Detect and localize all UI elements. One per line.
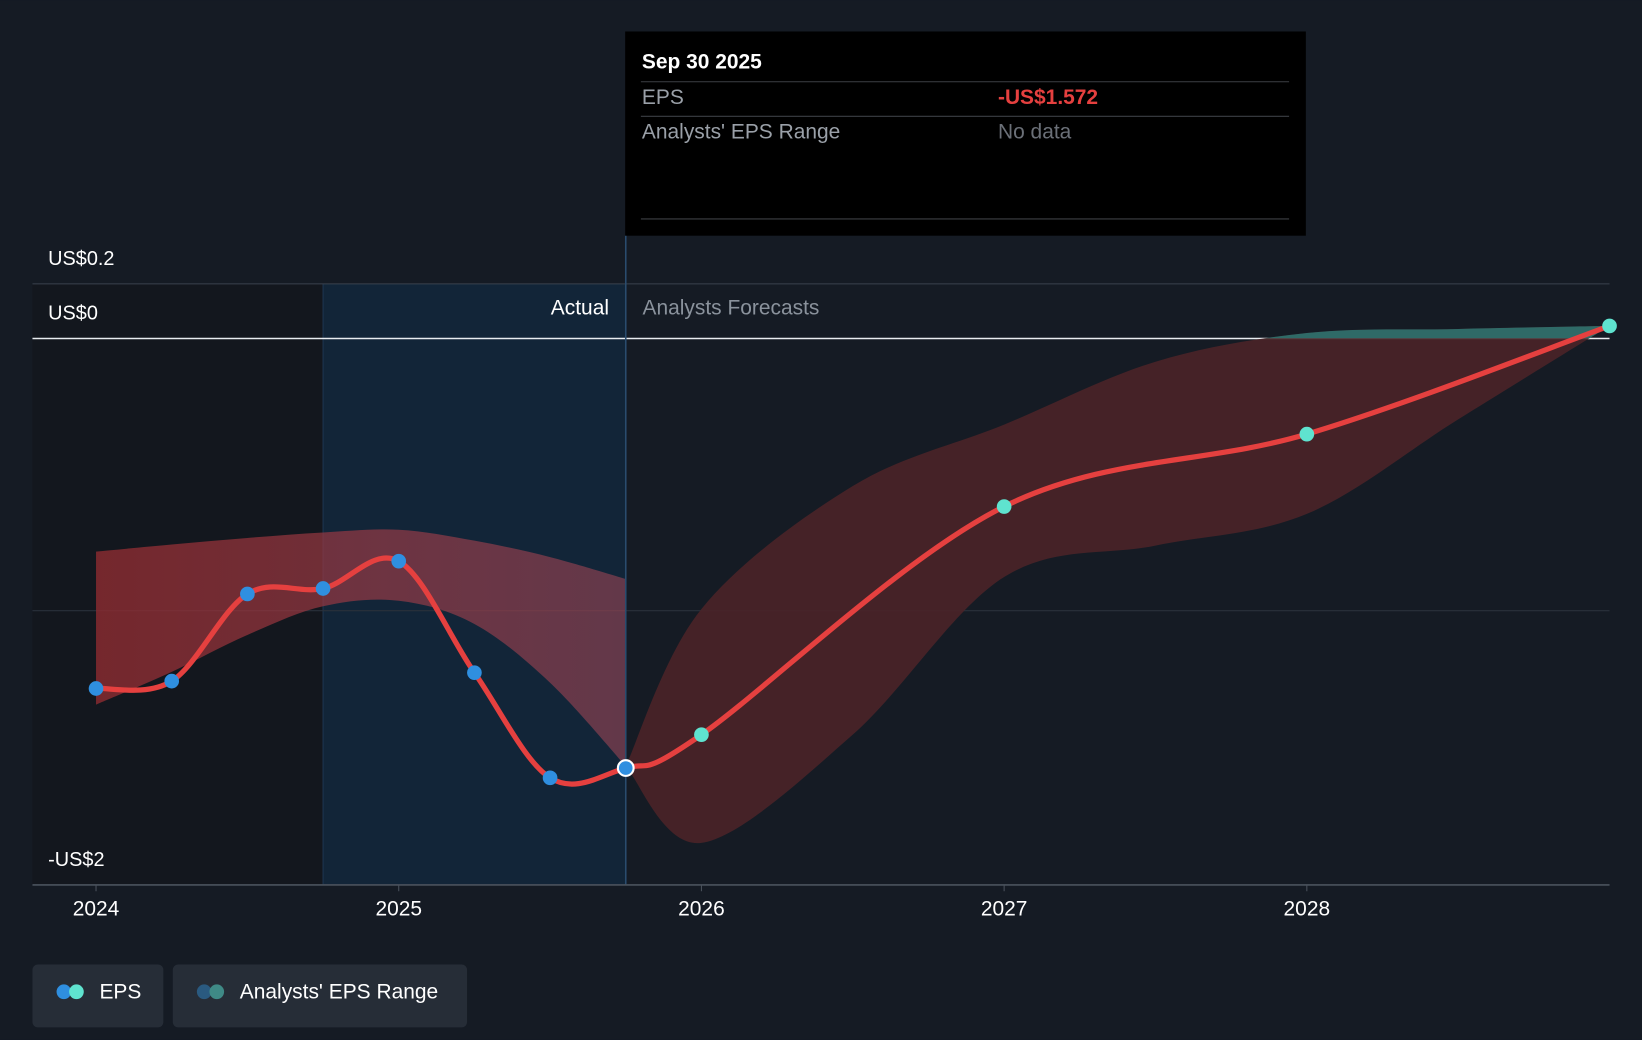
eps-point [694, 727, 709, 743]
range-band-positive [1264, 325, 1610, 339]
x-tick-label: 2025 [375, 898, 422, 921]
eps-point [315, 581, 331, 596]
legend-label: EPS [99, 980, 141, 1003]
tooltip-label: EPS [642, 86, 684, 109]
eps-point [616, 759, 635, 777]
actual-label: Actual [551, 297, 609, 320]
eps-point [240, 586, 255, 602]
tooltip-value: No data [998, 121, 1072, 144]
x-tick-label: 2028 [1284, 898, 1331, 921]
legend-item[interactable] [32, 964, 164, 1028]
eps-point [88, 681, 104, 696]
x-tick-label: 2027 [981, 898, 1028, 921]
range-band [96, 529, 626, 767]
eps-point [1299, 426, 1315, 442]
legend-swatch [209, 984, 225, 1000]
tooltip-date: Sep 30 2025 [642, 50, 762, 73]
eps-point [542, 770, 558, 786]
legend-label: Analysts' EPS Range [240, 980, 438, 1003]
y-tick-label: US$0.2 [48, 248, 114, 270]
eps-point [467, 665, 482, 680]
legend-swatch [56, 984, 72, 1000]
legend-item[interactable] [172, 964, 468, 1028]
x-tick-label: 2024 [73, 898, 120, 921]
forecast-label: Analysts Forecasts [643, 297, 820, 320]
eps-line [93, 323, 1613, 787]
legend-swatch [196, 984, 212, 1000]
x-tick-label: 2026 [678, 898, 725, 921]
legend-swatch [69, 984, 84, 1000]
eps-point [391, 553, 407, 569]
range-band [625, 325, 1610, 844]
eps-point [1602, 318, 1617, 334]
y-tick-label: US$0 [48, 303, 98, 325]
y-tick-label: -US$2 [48, 849, 104, 871]
tooltip [625, 31, 1306, 236]
tooltip-label: Analysts' EPS Range [642, 121, 840, 144]
eps-point [996, 499, 1012, 514]
eps-point [164, 673, 180, 689]
tooltip-value: -US$1.572 [998, 86, 1098, 109]
